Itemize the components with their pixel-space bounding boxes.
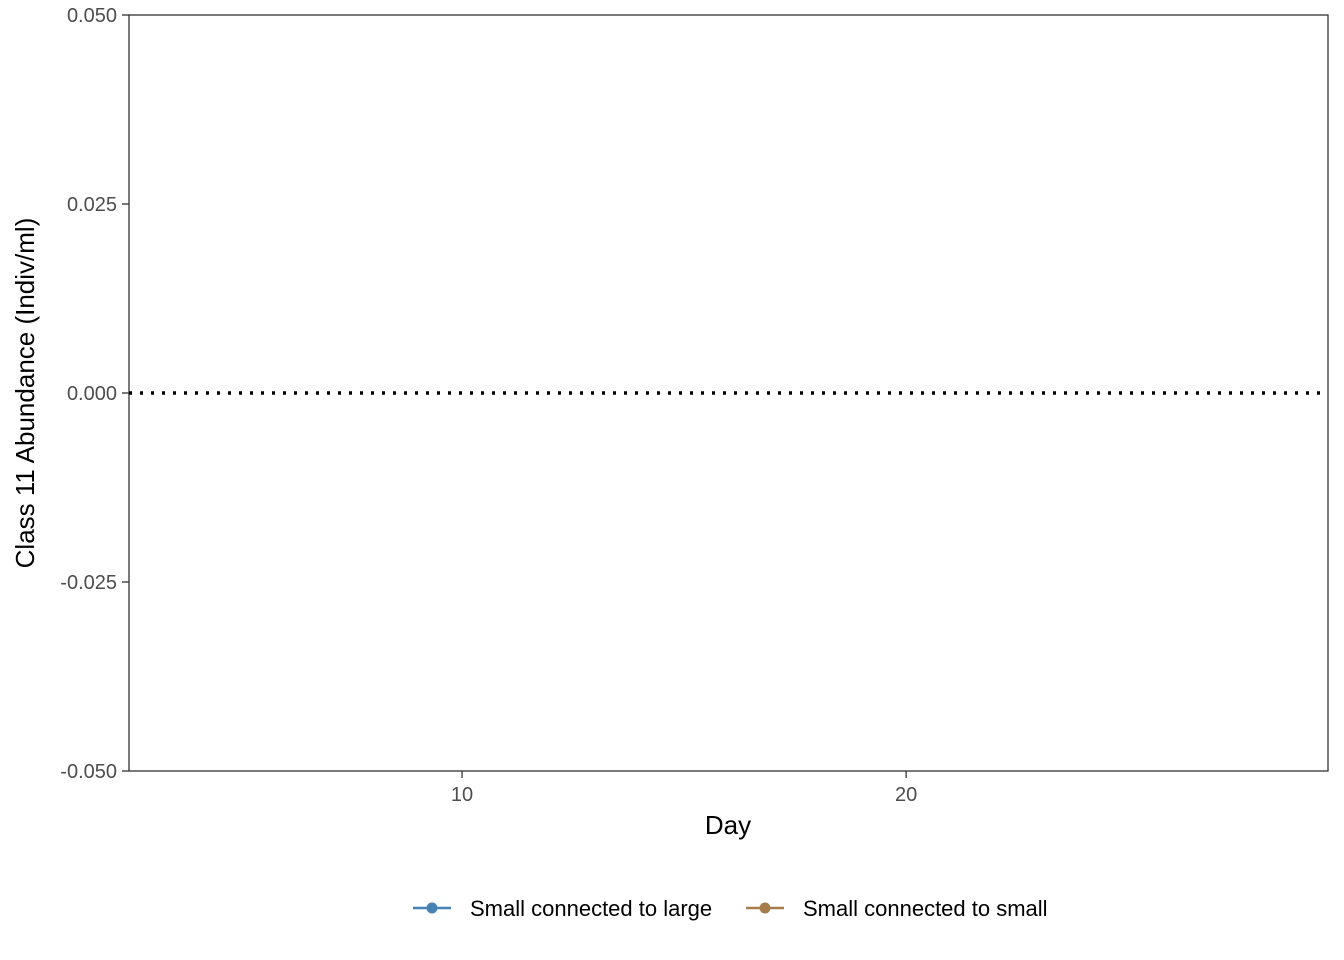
y-tick-label: 0.050 [67,5,117,27]
legend-label: Small connected to small [803,896,1048,921]
legend-key-point [759,902,771,914]
x-axis: 10 20 [451,771,917,806]
x-tick-label: 20 [895,784,917,806]
legend-item-small-connected-to-small: Small connected to small [746,896,1048,921]
legend-label: Small connected to large [470,896,712,921]
x-axis-title: Day [705,810,751,840]
y-tick-label: 0.025 [67,194,117,216]
legend: Small connected to large Small connected… [413,896,1048,921]
y-tick-label: 0.000 [67,383,117,405]
y-axis-title: Class 11 Abundance (Indiv/ml) [10,218,40,569]
x-tick-label: 10 [451,784,473,806]
y-tick-label: -0.025 [60,572,117,594]
y-tick-label: -0.050 [60,761,117,783]
legend-item-small-connected-to-large: Small connected to large [413,896,712,921]
y-axis: -0.050 -0.025 0.000 0.025 0.050 [60,5,129,783]
legend-key-point [426,902,438,914]
plot-panel [128,14,1329,772]
